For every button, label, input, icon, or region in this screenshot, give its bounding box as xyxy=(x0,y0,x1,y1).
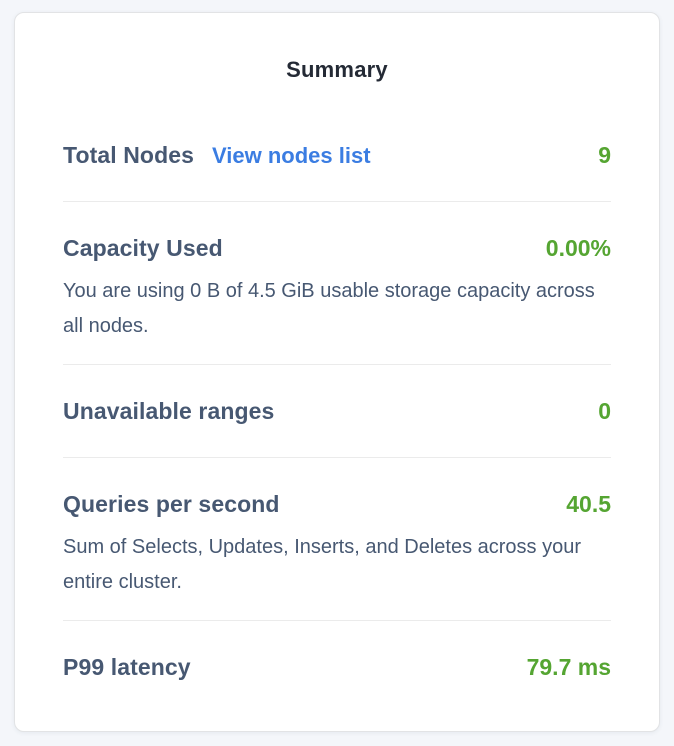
metric-head: Queries per second 40.5 xyxy=(63,491,611,518)
metric-head: Unavailable ranges 0 xyxy=(63,398,611,425)
queries-per-second-description: Sum of Selects, Updates, Inserts, and De… xyxy=(63,536,582,593)
p99-latency-label: P99 latency xyxy=(63,654,191,680)
queries-per-second-label: Queries per second xyxy=(63,491,280,517)
capacity-used-label: Capacity Used xyxy=(63,235,223,261)
queries-per-second-value: 40.5 xyxy=(566,491,611,517)
metric-row-total-nodes: Total Nodes View nodes list 9 xyxy=(63,109,611,202)
metric-head: P99 latency 79.7 ms xyxy=(63,654,611,681)
total-nodes-label: Total Nodes xyxy=(63,142,195,168)
summary-panel: Summary Total Nodes View nodes list 9 Ca… xyxy=(14,12,660,732)
panel-title: Summary xyxy=(286,57,388,82)
capacity-used-description: You are using 0 B of 4.5 GiB usable stor… xyxy=(63,280,595,337)
total-nodes-value: 9 xyxy=(598,142,611,168)
unavailable-ranges-value: 0 xyxy=(598,398,611,424)
metric-row-queries-per-second: Queries per second 40.5 Sum of Selects, … xyxy=(63,458,611,621)
metric-row-unavailable-ranges: Unavailable ranges 0 xyxy=(63,365,611,458)
metric-row-p99-latency: P99 latency 79.7 ms xyxy=(63,621,611,681)
metric-row-capacity-used: Capacity Used 0.00% You are using 0 B of… xyxy=(63,202,611,365)
view-nodes-list-link[interactable]: View nodes list xyxy=(212,143,371,168)
metric-head: Total Nodes View nodes list 9 xyxy=(63,142,611,169)
unavailable-ranges-label: Unavailable ranges xyxy=(63,398,275,424)
metric-head: Capacity Used 0.00% xyxy=(63,235,611,262)
capacity-used-value: 0.00% xyxy=(545,235,611,261)
p99-latency-value: 79.7 ms xyxy=(526,654,611,680)
